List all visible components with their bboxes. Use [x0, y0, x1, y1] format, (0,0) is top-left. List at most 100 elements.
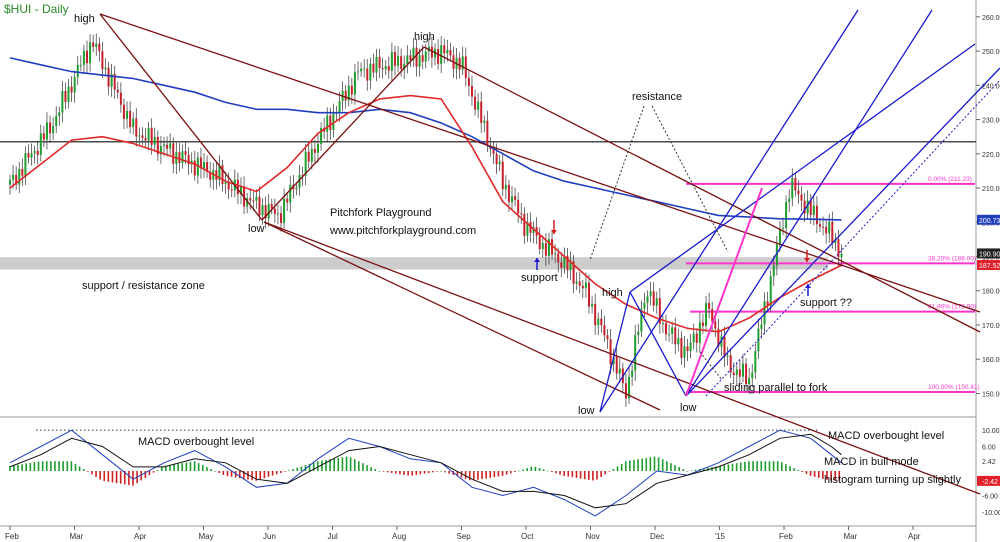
month-label: Apr — [134, 532, 147, 541]
price-candle-body — [652, 291, 655, 306]
price-candle-body — [332, 113, 335, 130]
price-candle-body — [557, 253, 560, 263]
price-candle-body — [563, 255, 566, 268]
annotation-sliding-parallel: sliding parallel to fork — [724, 382, 828, 394]
price-tag-box — [977, 214, 1000, 225]
macd-histogram-bar — [789, 466, 791, 471]
price-candle-body — [147, 127, 150, 141]
macd-histogram-bar — [185, 462, 188, 471]
price-candle-body — [748, 378, 751, 385]
annotation-low-1: low — [248, 223, 265, 235]
price-candle-body — [138, 135, 141, 137]
brown-pitchfork-handle — [261, 46, 425, 221]
price-candle-body — [754, 351, 757, 373]
price-candle-body — [708, 303, 711, 310]
price-candle-body — [239, 186, 242, 195]
month-label: Sep — [457, 532, 472, 541]
price-candle-body — [711, 309, 714, 322]
blue-pitchfork-line — [629, 43, 976, 293]
macd-histogram-bar — [444, 471, 446, 473]
price-candle-body — [751, 372, 754, 379]
macd-histogram-bar — [222, 471, 225, 475]
annotation-macd-bull-mode: MACD in bull mode — [824, 456, 919, 468]
price-candle-body — [664, 323, 667, 335]
price-candle-body — [421, 55, 424, 62]
price-candle-body — [360, 68, 363, 72]
price-candle-body — [289, 184, 292, 203]
macd-histogram-bar — [468, 471, 471, 481]
macd-histogram-bar — [657, 457, 660, 471]
price-candle-body — [661, 323, 664, 325]
price-candle-body — [514, 196, 517, 200]
price-candle-body — [729, 355, 732, 373]
price-candle-body — [467, 77, 470, 86]
price-candle-body — [390, 52, 393, 71]
price-candle-body — [806, 200, 809, 214]
macd-histogram-bar — [501, 471, 504, 476]
price-candle-body — [55, 116, 58, 127]
price-candle-body — [412, 47, 415, 60]
macd-histogram-bar — [427, 471, 430, 473]
macd-histogram-bar — [238, 471, 241, 479]
macd-histogram-bar — [600, 471, 602, 477]
macd-histogram-bar — [739, 462, 742, 471]
price-candle-body — [159, 146, 162, 155]
price-candle-body — [227, 181, 230, 190]
price-candle-body — [646, 296, 649, 303]
price-candle-body — [683, 346, 686, 358]
price-candle-body — [110, 73, 113, 87]
macd-histogram-bar — [719, 465, 722, 471]
price-candle-body — [273, 208, 276, 214]
macd-histogram-bar — [345, 456, 348, 471]
price-candle-body — [280, 213, 283, 223]
macd-histogram-bar — [300, 466, 303, 471]
price-candle-body — [782, 227, 785, 229]
macd-histogram-bar — [694, 469, 697, 471]
price-candle-body — [643, 302, 646, 309]
price-candle-body — [418, 55, 421, 67]
macd-histogram-bar — [817, 471, 820, 478]
macd-histogram-bar — [785, 464, 787, 471]
price-candle-body — [45, 122, 48, 140]
macd-histogram-bar — [390, 471, 393, 473]
macd-histogram-bar — [41, 461, 44, 471]
macd-histogram-bar — [579, 471, 582, 479]
macd-histogram-bar — [353, 459, 356, 471]
price-candle-body — [252, 200, 255, 202]
price-candle-body — [126, 110, 129, 119]
price-candle-body — [347, 85, 350, 101]
macd-histogram-bar — [666, 461, 668, 471]
price-candle-body — [353, 71, 356, 95]
brown-pitchfork-lower-tine — [263, 221, 661, 411]
price-candle-body — [581, 285, 584, 289]
fib-level-label: 38.20% (188.00) — [928, 255, 976, 262]
macd-histogram-bar — [251, 471, 253, 481]
macd-histogram-bar — [177, 463, 179, 471]
price-candle-body — [372, 63, 375, 73]
blue-pitchfork-handle — [599, 291, 631, 413]
annotation-macd-overbought-right: MACD overbought level — [828, 430, 944, 442]
price-candle-body — [449, 50, 452, 56]
price-candle-body — [129, 110, 132, 127]
price-candle-body — [840, 253, 843, 258]
axes: 150.00160.00170.00180.00190.00200.00210.… — [5, 15, 1000, 541]
price-candle-body — [203, 162, 206, 169]
macd-histogram-bar — [489, 471, 492, 478]
macd-histogram-bar — [358, 461, 360, 471]
price-candle-body — [495, 153, 498, 165]
price-candle-body — [36, 150, 39, 155]
macd-tick-label: -10.00 — [982, 510, 1000, 517]
macd-histogram-bar — [620, 463, 623, 471]
price-candle-body — [591, 303, 594, 307]
macd-histogram-bar — [386, 471, 389, 473]
price-candle-body — [61, 90, 64, 113]
price-candle-body — [612, 356, 615, 365]
price-candle-body — [209, 171, 212, 180]
price-candle-body — [350, 85, 353, 95]
price-candle-body — [547, 239, 550, 256]
macd-histogram-bar — [284, 471, 286, 472]
macd-histogram-bar — [826, 471, 828, 480]
price-candle-body — [73, 77, 76, 93]
price-candle-body — [578, 281, 581, 286]
